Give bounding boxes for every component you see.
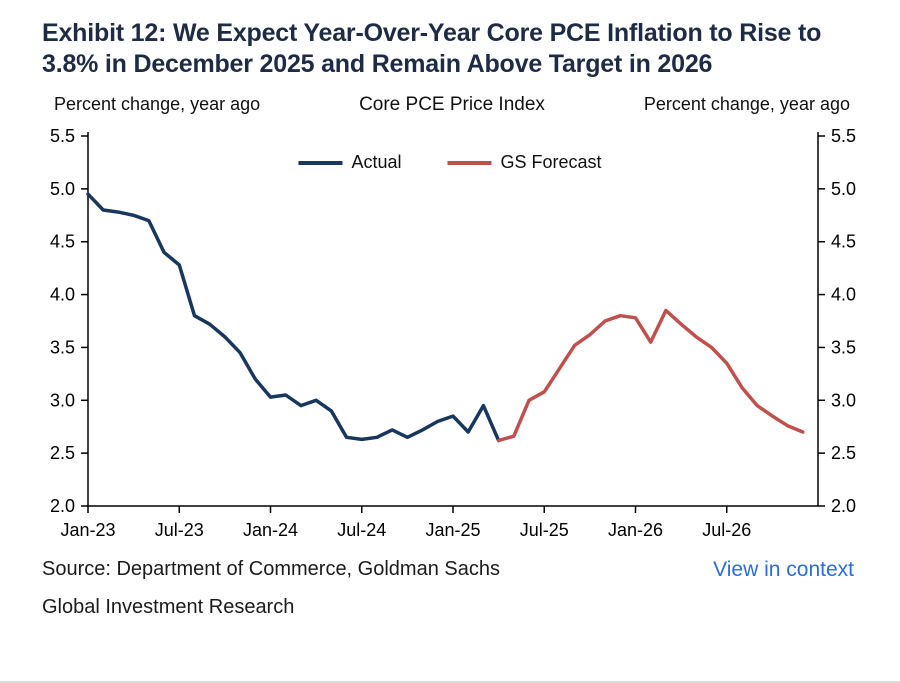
chart-title: Core PCE Price Index <box>359 94 545 115</box>
svg-text:4.5: 4.5 <box>50 232 75 252</box>
svg-text:4.0: 4.0 <box>50 285 75 305</box>
svg-text:Jul-24: Jul-24 <box>337 520 386 540</box>
source-block: Source: Department of Commerce, Goldman … <box>42 558 500 634</box>
svg-text:3.5: 3.5 <box>50 337 75 357</box>
svg-text:5.0: 5.0 <box>831 179 856 199</box>
legend-label-actual: Actual <box>351 152 402 172</box>
legend-label-forecast: GS Forecast <box>500 152 602 172</box>
y-axis-label-right: Percent change, year ago <box>643 94 850 114</box>
legend-item-actual: Actual <box>298 152 402 173</box>
svg-text:Jan-23: Jan-23 <box>60 520 115 540</box>
svg-text:Jul-26: Jul-26 <box>702 520 751 540</box>
y-axis-label-left: Percent change, year ago <box>54 94 261 114</box>
svg-text:4.5: 4.5 <box>831 232 856 252</box>
chart-header: Percent change, year ago Core PCE Price … <box>0 80 900 116</box>
legend-item-forecast: GS Forecast <box>447 152 602 173</box>
line-chart: 2.0 2.0 2.5 2.5 3.0 3.0 3.5 3.5 4.0 4.0 4.5 4.5 5.0 5… <box>50 126 856 540</box>
footer: Source: Department of Commerce, Goldman … <box>0 548 900 634</box>
svg-text:3.0: 3.0 <box>50 390 75 410</box>
forecast-line-swatch-icon <box>447 160 492 165</box>
svg-text:4.0: 4.0 <box>831 285 856 305</box>
svg-text:5.5: 5.5 <box>50 126 75 146</box>
view-in-context-link[interactable]: View in context <box>713 558 854 581</box>
svg-text:Jul-25: Jul-25 <box>520 520 569 540</box>
actual-line-swatch-icon <box>298 160 343 165</box>
svg-text:5.5: 5.5 <box>831 126 856 146</box>
chart-area: Actual GS Forecast 2.0 2.0 2.5 2.5 3.0 3.0 3.5… <box>0 118 900 548</box>
svg-text:2.5: 2.5 <box>50 443 75 463</box>
svg-text:2.5: 2.5 <box>831 443 856 463</box>
svg-text:2.0: 2.0 <box>831 496 856 516</box>
svg-text:Jan-25: Jan-25 <box>425 520 480 540</box>
svg-text:3.0: 3.0 <box>831 390 856 410</box>
svg-text:2.0: 2.0 <box>50 496 75 516</box>
exhibit-title: Exhibit 12: We Expect Year-Over-Year Cor… <box>42 19 822 78</box>
svg-text:Jan-26: Jan-26 <box>608 520 663 540</box>
svg-text:3.5: 3.5 <box>831 337 856 357</box>
legend: Actual GS Forecast <box>298 152 602 173</box>
svg-text:Jan-24: Jan-24 <box>243 520 298 540</box>
research-unit-text: Global Investment Research <box>42 596 295 618</box>
svg-text:5.0: 5.0 <box>50 179 75 199</box>
svg-text:Jul-23: Jul-23 <box>155 520 204 540</box>
source-text: Source: Department of Commerce, Goldman … <box>42 558 500 580</box>
